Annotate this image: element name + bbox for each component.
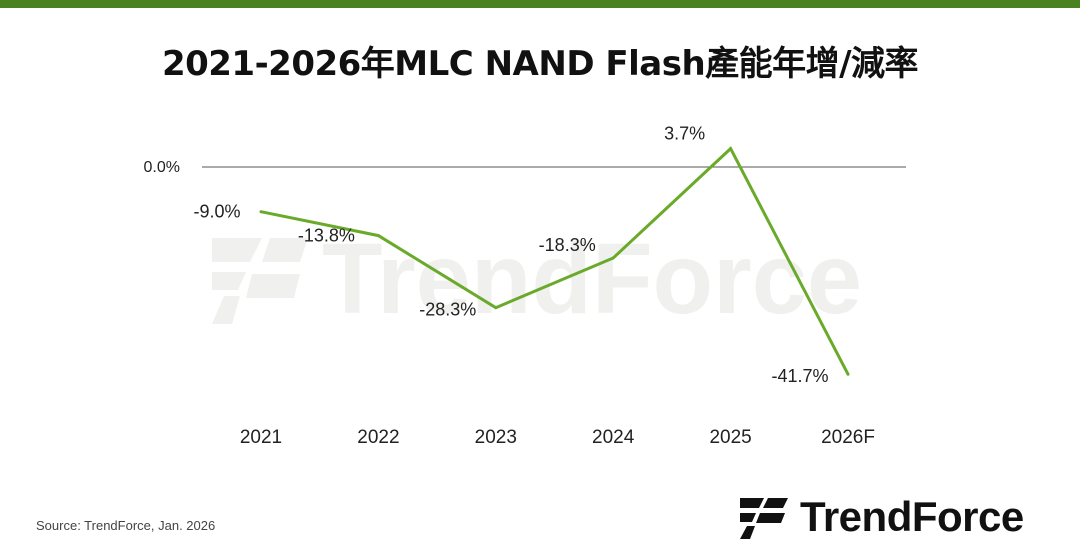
data-label-2021: -9.0% — [193, 202, 240, 222]
x-tick-label-2023: 2023 — [475, 427, 517, 448]
x-tick-label-2021: 2021 — [240, 427, 282, 448]
data-label-2023: -28.3% — [419, 300, 476, 320]
watermark: TrendForce — [212, 223, 862, 335]
watermark-logo-icon — [212, 238, 308, 324]
source-note: Source: TrendForce, Jan. 2026 — [36, 518, 216, 533]
chart-title: 2021-2026年MLC NAND Flash產能年增/減率 — [161, 44, 919, 84]
data-point-2026F — [846, 372, 850, 376]
zero-reference-label: 0.0% — [144, 159, 180, 176]
data-label-2026F: -41.7% — [771, 366, 828, 386]
data-label-2024: -18.3% — [539, 235, 596, 255]
top-accent-bar — [0, 0, 1080, 8]
data-label-2025: 3.7% — [664, 124, 705, 144]
data-point-2022 — [376, 234, 380, 238]
brand-logo: TrendForce — [738, 492, 1058, 542]
brand-name: TrendForce — [800, 493, 1024, 540]
line-chart: TrendForce 0.0% -9.0% -13.8% -28.3% -18.3% 3… — [144, 124, 906, 448]
x-tick-label-2026F: 2026F — [821, 427, 875, 448]
data-point-2024 — [611, 256, 615, 260]
trendforce-logo-icon — [740, 498, 788, 539]
x-tick-label-2022: 2022 — [357, 427, 399, 448]
x-tick-label-2025: 2025 — [709, 427, 751, 448]
watermark-text: TrendForce — [322, 223, 862, 335]
data-point-2021 — [259, 210, 263, 214]
data-point-2025 — [729, 147, 733, 151]
data-point-2023 — [494, 306, 498, 310]
data-label-2022: -13.8% — [298, 226, 355, 246]
series-line — [260, 146, 850, 375]
x-tick-label-2024: 2024 — [592, 427, 635, 448]
